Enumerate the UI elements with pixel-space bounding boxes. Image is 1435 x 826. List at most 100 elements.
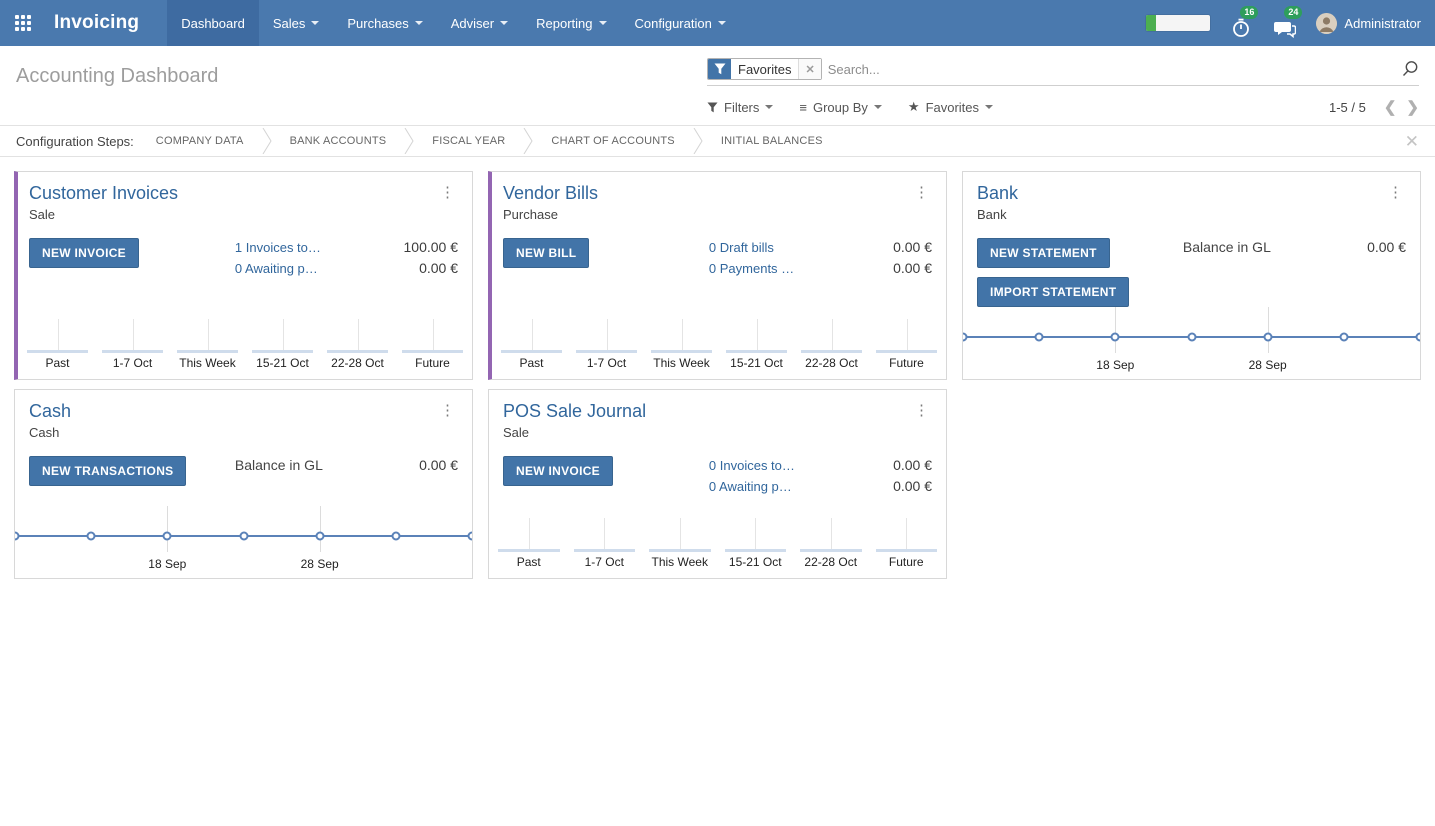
card-title-link[interactable]: Customer Invoices [29, 183, 179, 203]
menu-item-sales[interactable]: Sales [259, 0, 334, 46]
kpi-amount: 0.00 € [893, 478, 932, 494]
bar-group [245, 305, 320, 353]
dashboard-graph[interactable]: 18 Sep 28 Sep [15, 506, 472, 578]
card-subtitle: Sale [29, 207, 56, 222]
card-title-link[interactable]: Vendor Bills [503, 183, 599, 203]
kebab-menu-icon[interactable]: ⋮ [440, 402, 455, 419]
pager-next-icon[interactable]: ❯ [1406, 98, 1419, 116]
new-statement-button[interactable]: NEW STATEMENT [977, 238, 1110, 268]
bar-group [20, 305, 95, 353]
app-title[interactable]: Invoicing [54, 12, 140, 33]
card-title-link[interactable]: POS Sale Journal [503, 401, 647, 421]
menu-item-configuration[interactable]: Configuration [621, 0, 740, 46]
chart-category-label: 1-7 Oct [112, 356, 153, 370]
menu-item-dashboard[interactable]: Dashboard [167, 0, 259, 46]
step-initial-balances[interactable]: INITIAL BALANCES [720, 135, 823, 147]
kebab-menu-icon[interactable]: ⋮ [1388, 184, 1403, 201]
bar-group [95, 305, 170, 353]
step-fiscal-year[interactable]: FISCAL YEAR [432, 135, 506, 147]
import-statement-button[interactable]: IMPORT STATEMENT [977, 277, 1130, 307]
data-point-marker [315, 531, 325, 541]
favorites-dropdown[interactable]: ★ Favorites [908, 99, 994, 115]
chart-category-label: 22-28 Oct [331, 356, 384, 370]
draft-bills-link[interactable]: 0 Draft bills [708, 240, 774, 255]
step-bank-accounts[interactable]: BANK ACCOUNTS [289, 135, 387, 147]
card-vendor-bills: Vendor Bills ⋮ Purchase NEW BILL 0 Draft… [488, 171, 947, 380]
search-input[interactable] [827, 58, 1395, 80]
step-company-data[interactable]: COMPANY DATA [155, 135, 244, 147]
kebab-menu-icon[interactable]: ⋮ [914, 184, 929, 201]
chart-category-label: Future [415, 356, 450, 370]
bar-group [491, 504, 567, 552]
bar-group [719, 305, 794, 353]
chart-category-label: 22-28 Oct [805, 356, 858, 370]
invoices-to-validate-link[interactable]: 0 Invoices to… [708, 458, 795, 473]
new-transactions-button[interactable]: NEW TRANSACTIONS [29, 456, 187, 486]
kpi-amount: 0.00 € [893, 239, 932, 255]
payments-link[interactable]: 0 Payments … [708, 261, 795, 276]
chart-category-label: This Week [651, 555, 708, 569]
chart-category-label: 22-28 Oct [804, 555, 858, 569]
chevron-down-icon [765, 105, 774, 109]
awaiting-payments-link[interactable]: 0 Awaiting p… [708, 479, 792, 494]
kpi-row: 0 Awaiting p… 0.00 € [709, 478, 932, 494]
bar-group [395, 305, 470, 353]
dashboard-graph[interactable]: Past 1-7 Oct This Week 15-21 Oct 22-28 Oct Fu… [18, 305, 472, 379]
dashboard-graph[interactable]: Past 1-7 Oct This Week 15-21 Oct 22-28 Oct Fu… [489, 504, 946, 578]
new-invoice-button[interactable]: NEW INVOICE [29, 238, 139, 268]
menu-item-reporting[interactable]: Reporting [522, 0, 620, 46]
facet-remove-icon[interactable]: ✕ [798, 59, 821, 79]
search-icon[interactable] [1401, 60, 1419, 78]
kpi-row: Balance in GL 0.00 € [235, 457, 458, 473]
chart-category-label: 15-21 Oct [728, 555, 782, 569]
chevron-down-icon [873, 105, 882, 109]
balance-in-gl-label: Balance in GL [1182, 239, 1271, 255]
pager-previous-icon[interactable]: ❮ [1383, 98, 1397, 116]
chart-category-label: 15-21 Oct [730, 356, 783, 370]
accounting-dashboard: Customer Invoices ⋮ Sale NEW INVOICE 1 I… [0, 157, 1435, 579]
invoices-to-validate-link[interactable]: 1 Invoices to… [234, 240, 321, 255]
new-bill-button[interactable]: NEW BILL [503, 238, 590, 268]
bar-group [170, 305, 245, 353]
list-icon: ≡ [799, 99, 807, 115]
card-title-link[interactable]: Cash [29, 401, 72, 421]
awaiting-payments-link[interactable]: 0 Awaiting p… [234, 261, 318, 276]
menu-item-purchases[interactable]: Purchases [333, 0, 436, 46]
pager: 1-5 / 5 ❮ ❯ [1329, 100, 1419, 115]
kebab-menu-icon[interactable]: ⋮ [914, 402, 929, 419]
step-chart-of-accounts[interactable]: CHART OF ACCOUNTS [551, 135, 675, 147]
new-invoice-button[interactable]: NEW INVOICE [503, 456, 613, 486]
filters-dropdown[interactable]: Filters [707, 99, 774, 115]
kpi-row: 0 Invoices to… 0.00 € [709, 457, 932, 473]
dashboard-graph[interactable]: 18 Sep 28 Sep [963, 307, 1420, 379]
gridline [1115, 307, 1117, 353]
activities-badge: 16 [1240, 6, 1259, 19]
kebab-menu-icon[interactable]: ⋮ [440, 184, 455, 201]
chevron-separator-icon [262, 128, 272, 154]
kpi-amount: 100.00 € [403, 239, 459, 255]
kpi-row: 1 Invoices to… 100.00 € [235, 239, 458, 255]
data-point-marker [1339, 332, 1349, 342]
group-by-dropdown[interactable]: ≡ Group By [799, 99, 882, 115]
apps-menu-icon[interactable] [0, 0, 46, 46]
chevron-down-icon [500, 21, 509, 25]
data-point-marker [391, 531, 401, 541]
user-menu[interactable]: Administrator [1316, 12, 1421, 34]
menu-item-adviser[interactable]: Adviser [437, 0, 522, 46]
bar-group [567, 504, 643, 552]
card-title-link[interactable]: Bank [977, 183, 1019, 203]
messages-button[interactable]: 24 [1272, 6, 1303, 38]
close-icon[interactable]: ✕ [1404, 131, 1419, 151]
data-point-marker [162, 531, 172, 541]
activities-button[interactable]: 16 [1228, 6, 1259, 38]
avatar [1316, 12, 1338, 34]
bar-group [569, 305, 644, 353]
page-title: Accounting Dashboard [16, 65, 219, 87]
kpi-amount: 0.00 € [419, 457, 458, 473]
search-bar[interactable]: Favorites ✕ [707, 58, 1419, 86]
main-menu: Dashboard Sales Purchases Adviser Report… [167, 0, 740, 46]
data-point-marker [1263, 332, 1273, 342]
card-bank: Bank ⋮ Bank NEW STATEMENT IMPORT STATEME… [962, 171, 1421, 380]
chevron-down-icon [311, 21, 320, 25]
dashboard-graph[interactable]: Past 1-7 Oct This Week 15-21 Oct 22-28 Oct Fu… [492, 305, 946, 379]
